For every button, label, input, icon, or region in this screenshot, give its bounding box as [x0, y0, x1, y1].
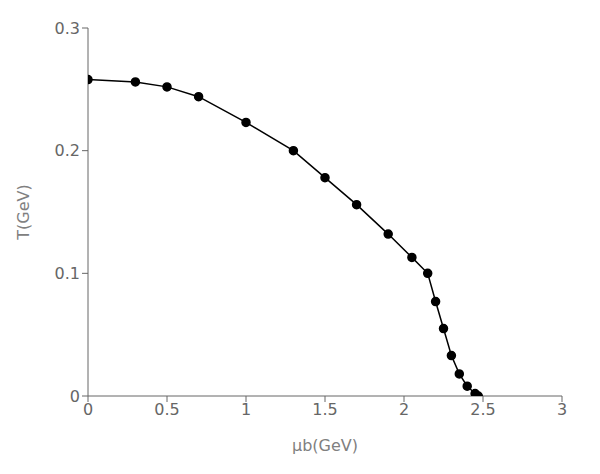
- svg-text:T(GeV): T(GeV): [14, 184, 33, 240]
- svg-text:0.3: 0.3: [55, 19, 80, 38]
- svg-text:3: 3: [557, 400, 567, 419]
- svg-text:2: 2: [399, 400, 409, 419]
- svg-text:0.1: 0.1: [55, 264, 80, 283]
- svg-text:μb(GeV): μb(GeV): [292, 436, 358, 455]
- svg-text:2.5: 2.5: [470, 400, 495, 419]
- svg-text:0: 0: [70, 387, 80, 406]
- svg-text:1: 1: [241, 400, 251, 419]
- svg-text:0: 0: [83, 400, 93, 419]
- svg-text:0.5: 0.5: [154, 400, 179, 419]
- svg-text:1.5: 1.5: [312, 400, 337, 419]
- svg-text:0.2: 0.2: [55, 141, 80, 160]
